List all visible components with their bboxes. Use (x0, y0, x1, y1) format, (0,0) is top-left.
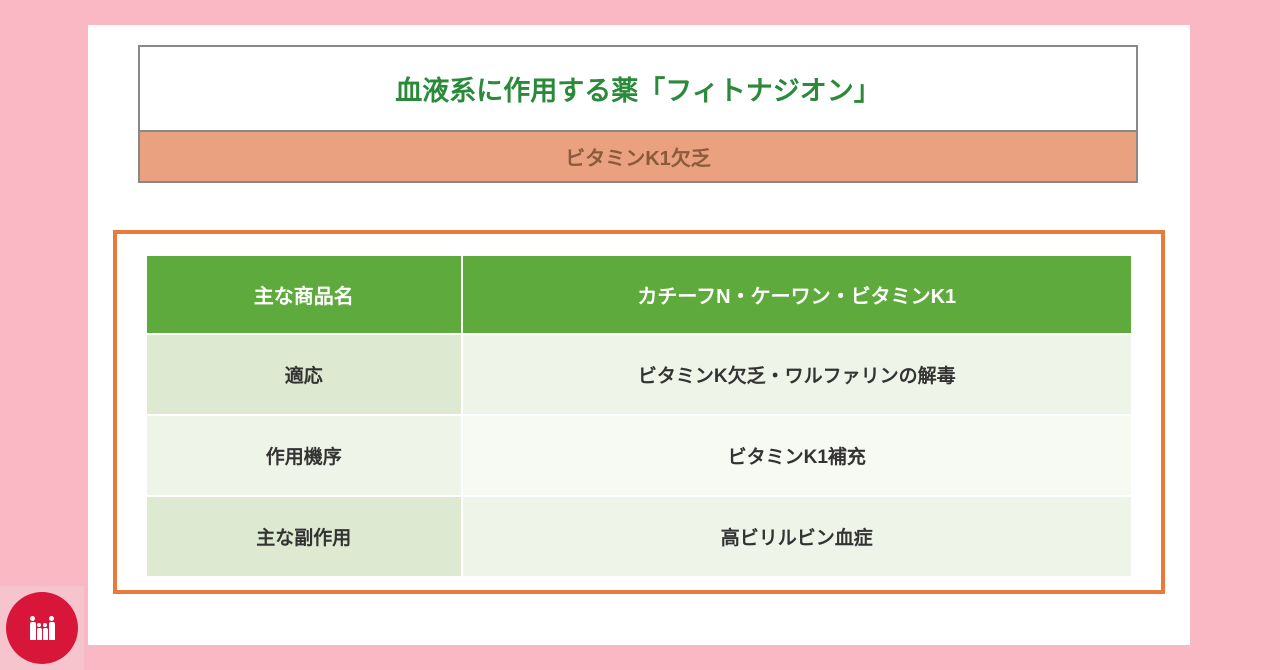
td-label-mechanism: 作用機序 (146, 415, 462, 496)
family-logo-icon (6, 592, 78, 664)
table-row: 作用機序 ビタミンK1補充 (146, 415, 1132, 496)
td-value-sideeffect: 高ビリルビン血症 (462, 496, 1132, 577)
td-label-sideeffect: 主な副作用 (146, 496, 462, 577)
logo-figures (30, 616, 55, 640)
th-product-value: カチーフN・ケーワン・ビタミンK1 (462, 255, 1132, 334)
td-value-indication: ビタミンK欠乏・ワルファリンの解毒 (462, 334, 1132, 415)
table-row: 主な副作用 高ビリルビン血症 (146, 496, 1132, 577)
td-value-mechanism: ビタミンK1補充 (462, 415, 1132, 496)
drug-table-container: 主な商品名 カチーフN・ケーワン・ビタミンK1 適応 ビタミンK欠乏・ワルファリ… (113, 230, 1165, 594)
td-label-indication: 適応 (146, 334, 462, 415)
page-title: 血液系に作用する薬「フィトナジオン」 (140, 47, 1136, 130)
drug-info-table: 主な商品名 カチーフN・ケーワン・ビタミンK1 適応 ビタミンK欠乏・ワルファリ… (145, 254, 1133, 578)
content-card: 血液系に作用する薬「フィトナジオン」 ビタミンK1欠乏 主な商品名 カチーフN・… (88, 25, 1190, 645)
table-header-row: 主な商品名 カチーフN・ケーワン・ビタミンK1 (146, 255, 1132, 334)
th-product-name: 主な商品名 (146, 255, 462, 334)
table-row: 適応 ビタミンK欠乏・ワルファリンの解毒 (146, 334, 1132, 415)
header-box: 血液系に作用する薬「フィトナジオン」 ビタミンK1欠乏 (138, 45, 1138, 183)
logo-badge (0, 586, 84, 670)
page-subtitle: ビタミンK1欠乏 (140, 130, 1136, 181)
